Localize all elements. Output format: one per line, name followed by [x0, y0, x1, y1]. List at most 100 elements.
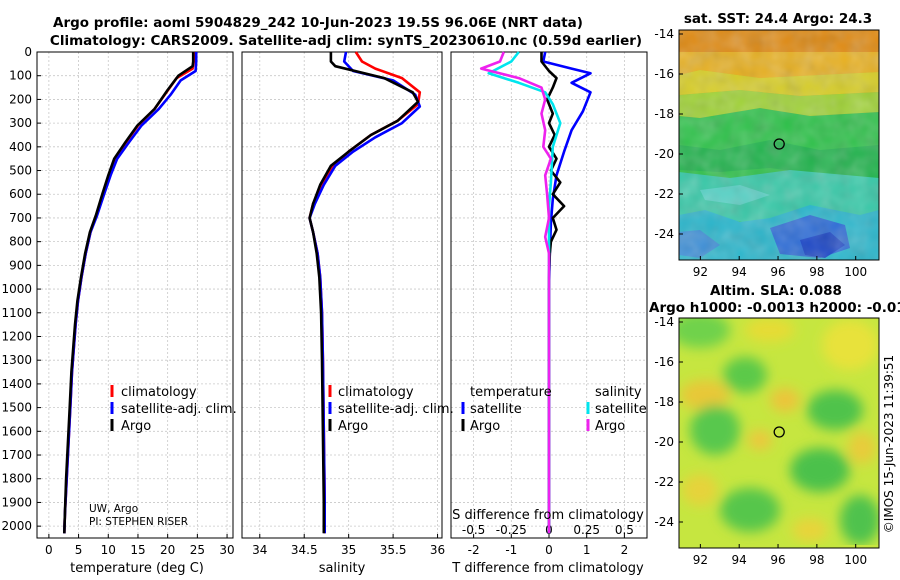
temperature-argo-line	[540, 52, 566, 534]
lon-tick-label: 100	[844, 553, 867, 567]
lat-tick-label: -14	[654, 315, 674, 329]
x-tick-label: 30	[219, 543, 234, 557]
salinity-axis-ticks: 34 34.5 35 35.5 36	[252, 534, 445, 557]
lat-tick-label: -18	[654, 395, 674, 409]
depth-tick-label: 200	[9, 92, 32, 106]
legend-t-satellite-label: satellite	[470, 402, 522, 417]
sla-map-panel: Altim. SLA: 0.088 Argo h1000: -0.0013 h2…	[649, 283, 900, 567]
x-tick-label: 36	[430, 543, 445, 557]
x-tick-label: 1	[583, 543, 591, 557]
sst-lon-ticks: 92 94 96 98 100	[693, 256, 867, 279]
s-diff-tick-label: 0.5	[615, 523, 634, 537]
lat-tick-label: -16	[654, 355, 674, 369]
legend-t-argo-label: Argo	[470, 419, 500, 434]
depth-tick-label: 1500	[1, 401, 32, 415]
sla-heatmap	[679, 318, 879, 548]
lon-tick-label: 98	[809, 553, 824, 567]
salinity-series	[308, 51, 422, 534]
depth-tick-label: 900	[9, 258, 32, 272]
lat-tick-label: -16	[654, 67, 674, 81]
depth-tick-label: 400	[9, 140, 32, 154]
legend-climatology-label: climatology	[338, 385, 414, 400]
temperature-xlabel: temperature (deg C)	[70, 561, 204, 576]
lat-tick-label: -24	[654, 227, 674, 241]
temperature-axis-ticks: 0 5 10 15 20 25 30	[45, 534, 235, 557]
depth-tick-label: 1900	[1, 495, 32, 509]
depth-tick-label: 1300	[1, 353, 32, 367]
depth-tick-label: 0	[24, 45, 32, 59]
legend-argo-label: Argo	[121, 419, 151, 434]
argo-float-marker	[773, 426, 785, 438]
climatology-line	[308, 51, 422, 534]
pi-credit: PI: STEPHEN RISER	[89, 516, 188, 528]
temperature-legend: climatology satellite-adj. clim. Argo	[110, 385, 237, 434]
salinity-plot-frame	[241, 51, 443, 539]
x-tick-label: -2	[468, 543, 480, 557]
legend-climatology-label: climatology	[121, 385, 197, 400]
legend-temperature-title: temperature	[470, 385, 552, 400]
lon-tick-label: 98	[809, 265, 824, 279]
depth-tick-label: 1600	[1, 424, 32, 438]
x-tick-label: 0	[45, 543, 53, 557]
operator-credit: UW, Argo	[89, 503, 138, 515]
sla-map-frame	[678, 317, 880, 549]
x-tick-label: 25	[190, 543, 205, 557]
sla-map-title-line1: Altim. SLA: 0.088	[710, 283, 842, 299]
lon-tick-label: 94	[732, 553, 747, 567]
legend-s-argo-label: Argo	[595, 419, 625, 434]
temperature-panel: 0100200300400500600700800900100011001200…	[1, 45, 236, 576]
temperature-plot-frame	[36, 51, 234, 539]
lat-tick-label: -22	[654, 475, 674, 489]
depth-tick-label: 100	[9, 69, 32, 83]
lat-tick-label: -14	[654, 27, 674, 41]
salinity-legend: climatology satellite-adj. clim. Argo	[328, 385, 454, 434]
difference-gridlines	[451, 51, 647, 538]
depth-tick-label: 300	[9, 116, 32, 130]
sla-map-title-line2: Argo h1000: -0.0013 h2000: -0.01	[649, 300, 900, 316]
x-tick-label: 35.5	[380, 543, 407, 557]
sst-lat-ticks: -14 -16 -18 -20 -22 -24	[654, 27, 683, 241]
depth-tick-label: 800	[9, 235, 32, 249]
sst-map-title: sat. SST: 24.4 Argo: 24.3	[684, 11, 872, 27]
argo-line	[63, 52, 195, 534]
legend-argo-label: Argo	[338, 419, 368, 434]
figure-title-line1: Argo profile: aoml 5904829_242 10-Jun-20…	[53, 15, 583, 31]
x-tick-label: 20	[160, 543, 175, 557]
s-diff-tick-label: 0.25	[573, 523, 600, 537]
s-diff-tick-label: -0.25	[496, 523, 527, 537]
lon-tick-label: 92	[693, 265, 708, 279]
depth-tick-label: 600	[9, 187, 32, 201]
x-tick-label: 5	[75, 543, 83, 557]
x-tick-label: 35	[341, 543, 356, 557]
depth-tick-label: 1800	[1, 472, 32, 486]
t-difference-xlabel: T difference from climatology	[451, 561, 644, 576]
argo-line	[308, 52, 420, 534]
lon-tick-label: 92	[693, 553, 708, 567]
difference-series	[479, 51, 592, 534]
depth-tick-label: 1100	[1, 306, 32, 320]
imos-watermark: ©IMOS 15-Jun-2023 11:39:51	[882, 355, 896, 533]
s-diff-tick-label: -0.5	[462, 523, 485, 537]
lon-tick-label: 94	[732, 265, 747, 279]
argo-float-marker	[773, 138, 785, 150]
depth-tick-label: 1000	[1, 282, 32, 296]
sla-lat-ticks: -14 -16 -18 -20 -22 -24	[654, 315, 683, 529]
x-tick-label: 34.5	[291, 543, 318, 557]
salinity-xlabel: salinity	[319, 561, 366, 576]
satellite-adj-clim--line	[63, 52, 198, 534]
x-tick-label: 10	[101, 543, 116, 557]
depth-axis-ticks: 0 100 200 300 400 500 600 700 800 900 1000 1100 1200…	[1, 45, 41, 533]
lon-tick-label: 96	[770, 553, 785, 567]
legend-salinity-title: salinity	[595, 385, 642, 400]
x-tick-label: 15	[130, 543, 145, 557]
salinity-panel: 34 34.5 35 35.5 36 salinity climatology sate…	[241, 51, 454, 576]
depth-tick-label: 1700	[1, 448, 32, 462]
depth-tick-label: 500	[9, 164, 32, 178]
depth-tick-label: 700	[9, 211, 32, 225]
lon-tick-label: 96	[770, 265, 785, 279]
x-tick-label: 0	[545, 543, 553, 557]
x-tick-label: -1	[505, 543, 517, 557]
salinity-gridlines	[242, 51, 442, 538]
s-difference-xlabel: S difference from climatology	[452, 508, 644, 523]
